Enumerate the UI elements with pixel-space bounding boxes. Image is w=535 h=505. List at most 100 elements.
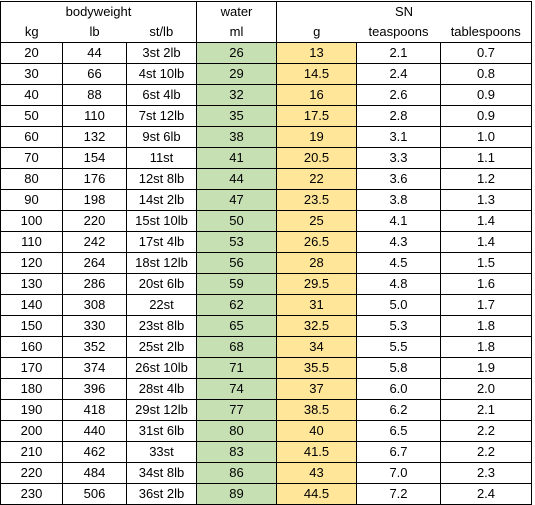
- cell-tablespoons: 1.8: [440, 336, 532, 358]
- cell-tablespoons: 1.4: [440, 231, 532, 253]
- cell-kg: 150: [0, 315, 63, 337]
- cell-water-ml: 38: [196, 126, 277, 148]
- cell-lb: 286: [62, 273, 127, 295]
- cell-stlb: 14st 2lb: [126, 189, 197, 211]
- cell-tablespoons: 2.2: [440, 420, 532, 442]
- cell-stlb: 26st 10lb: [126, 357, 197, 379]
- cell-stlb: 11st: [126, 147, 197, 169]
- cell-tablespoons: 1.5: [440, 252, 532, 274]
- cell-teaspoons: 6.7: [356, 441, 441, 463]
- cell-tablespoons: 2.0: [440, 378, 532, 400]
- table-row: 100 220 15st 10lb 50 25 4.1 1.4: [0, 210, 532, 232]
- cell-tablespoons: 1.9: [440, 357, 532, 379]
- cell-lb: 66: [62, 63, 127, 85]
- cell-teaspoons: 7.0: [356, 462, 441, 484]
- cell-teaspoons: 4.3: [356, 231, 441, 253]
- cell-salt-g: 22: [276, 168, 357, 190]
- table-row: 190 418 29st 12lb 77 38.5 6.2 2.1: [0, 399, 532, 421]
- cell-salt-g: 35.5: [276, 357, 357, 379]
- cell-tablespoons: 1.1: [440, 147, 532, 169]
- header-stlb: st/lb: [149, 24, 174, 39]
- cell-teaspoons: 5.5: [356, 336, 441, 358]
- cell-stlb: 36st 2lb: [126, 483, 197, 505]
- header-teaspoons: teaspoons: [368, 24, 429, 39]
- table-row: 40 88 6st 4lb 32 16 2.6 0.9: [0, 84, 532, 106]
- cell-water-ml: 44: [196, 168, 277, 190]
- cell-water-ml: 32: [196, 84, 277, 106]
- cell-stlb: 4st 10lb: [126, 63, 197, 85]
- cell-salt-g: 34: [276, 336, 357, 358]
- cell-salt-g: 14.5: [276, 63, 357, 85]
- table-row: 220 484 34st 8lb 86 43 7.0 2.3: [0, 462, 532, 484]
- table-row: 170 374 26st 10lb 71 35.5 5.8 1.9: [0, 357, 532, 379]
- cell-lb: 242: [62, 231, 127, 253]
- cell-salt-g: 29.5: [276, 273, 357, 295]
- cell-kg: 180: [0, 378, 63, 400]
- cell-kg: 230: [0, 483, 63, 505]
- cell-stlb: 33st: [126, 441, 197, 463]
- cell-teaspoons: 2.4: [356, 63, 441, 85]
- cell-tablespoons: 1.4: [440, 210, 532, 232]
- cell-teaspoons: 4.5: [356, 252, 441, 274]
- cell-teaspoons: 3.1: [356, 126, 441, 148]
- table-row: 60 132 9st 6lb 38 19 3.1 1.0: [0, 126, 532, 148]
- cell-tablespoons: 2.4: [440, 483, 532, 505]
- cell-kg: 200: [0, 420, 63, 442]
- cell-lb: 352: [62, 336, 127, 358]
- table-row: 90 198 14st 2lb 47 23.5 3.8 1.3: [0, 189, 532, 211]
- cell-tablespoons: 2.3: [440, 462, 532, 484]
- cell-salt-g: 26.5: [276, 231, 357, 253]
- cell-teaspoons: 3.8: [356, 189, 441, 211]
- cell-stlb: 23st 8lb: [126, 315, 197, 337]
- cell-stlb: 3st 2lb: [126, 42, 197, 64]
- cell-teaspoons: 6.0: [356, 378, 441, 400]
- cell-teaspoons: 2.6: [356, 84, 441, 106]
- cell-tablespoons: 0.9: [440, 105, 532, 127]
- cell-lb: 176: [62, 168, 127, 190]
- cell-tablespoons: 1.8: [440, 315, 532, 337]
- cell-kg: 130: [0, 273, 63, 295]
- cell-salt-g: 13: [276, 42, 357, 64]
- table-row: 150 330 23st 8lb 65 32.5 5.3 1.8: [0, 315, 532, 337]
- cell-lb: 374: [62, 357, 127, 379]
- cell-water-ml: 59: [196, 273, 277, 295]
- cell-stlb: 29st 12lb: [126, 399, 197, 421]
- cell-lb: 440: [62, 420, 127, 442]
- cell-kg: 80: [0, 168, 63, 190]
- table-row: 50 110 7st 12lb 35 17.5 2.8 0.9: [0, 105, 532, 127]
- cell-salt-g: 17.5: [276, 105, 357, 127]
- cell-water-ml: 65: [196, 315, 277, 337]
- cell-teaspoons: 3.3: [356, 147, 441, 169]
- cell-stlb: 7st 12lb: [126, 105, 197, 127]
- cell-salt-g: 20.5: [276, 147, 357, 169]
- header-kg: kg: [0, 22, 63, 43]
- cell-water-ml: 80: [196, 420, 277, 442]
- table-row: 110 242 17st 4lb 53 26.5 4.3 1.4: [0, 231, 532, 253]
- cell-stlb: 22st: [126, 294, 197, 316]
- cell-water-ml: 77: [196, 399, 277, 421]
- table-row: 160 352 25st 2lb 68 34 5.5 1.8: [0, 336, 532, 358]
- cell-tablespoons: 0.7: [440, 42, 532, 64]
- cell-stlb: 15st 10lb: [126, 210, 197, 232]
- table-row: 180 396 28st 4lb 74 37 6.0 2.0: [0, 378, 532, 400]
- cell-salt-g: 31: [276, 294, 357, 316]
- cell-kg: 170: [0, 357, 63, 379]
- table-body: 20 44 3st 2lb 26 13 2.1 0.7 30 66 4st 10lb 29 14.5 2…: [0, 42, 532, 505]
- cell-stlb: 34st 8lb: [126, 462, 197, 484]
- cell-tablespoons: 2.2: [440, 441, 532, 463]
- cell-salt-g: 43: [276, 462, 357, 484]
- cell-lb: 506: [62, 483, 127, 505]
- cell-teaspoons: 5.8: [356, 357, 441, 379]
- cell-water-ml: 89: [196, 483, 277, 505]
- cell-kg: 30: [0, 63, 63, 85]
- cell-lb: 462: [62, 441, 127, 463]
- cell-salt-g: 37: [276, 378, 357, 400]
- cell-salt-g: 16: [276, 84, 357, 106]
- table-row: 200 440 31st 6lb 80 40 6.5 2.2: [0, 420, 532, 442]
- cell-salt-g: 25: [276, 210, 357, 232]
- header-tablespoons: tablespoons: [440, 22, 532, 43]
- cell-stlb: 18st 12lb: [126, 252, 197, 274]
- cell-water-ml: 26: [196, 42, 277, 64]
- cell-kg: 50: [0, 105, 63, 127]
